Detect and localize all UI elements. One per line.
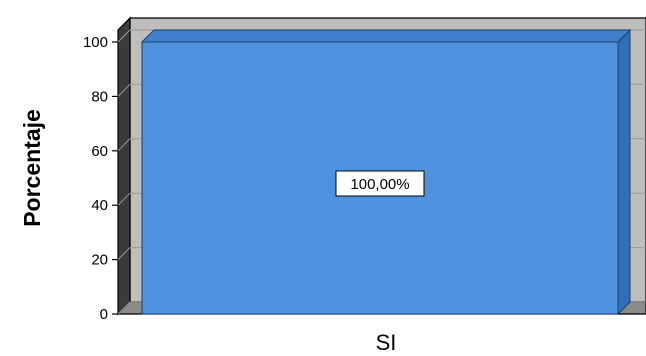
x-tick-label: SI: [376, 330, 397, 355]
data-label: 100,00%: [335, 170, 425, 197]
y-tick-label: 20: [91, 252, 108, 269]
y-tick-label: 100: [83, 34, 108, 51]
data-label-box: [335, 170, 425, 197]
y-tick-label: 60: [91, 143, 108, 160]
x-axis-ticks: SI: [376, 330, 397, 355]
y-tick-label: 0: [100, 306, 108, 323]
y-axis-label: Porcentaje: [19, 109, 45, 227]
y-tick-label: 80: [91, 88, 108, 105]
bar-top: [140, 29, 632, 43]
y-axis-ticks: 0 20 40 60 80 100: [83, 34, 118, 323]
y-tick-label: 40: [91, 197, 108, 214]
bar-side: [617, 28, 631, 316]
data-label-text: 100,00%: [350, 176, 409, 193]
data-labels: 100,00%: [335, 170, 425, 197]
left-wall-panel: [117, 16, 131, 316]
